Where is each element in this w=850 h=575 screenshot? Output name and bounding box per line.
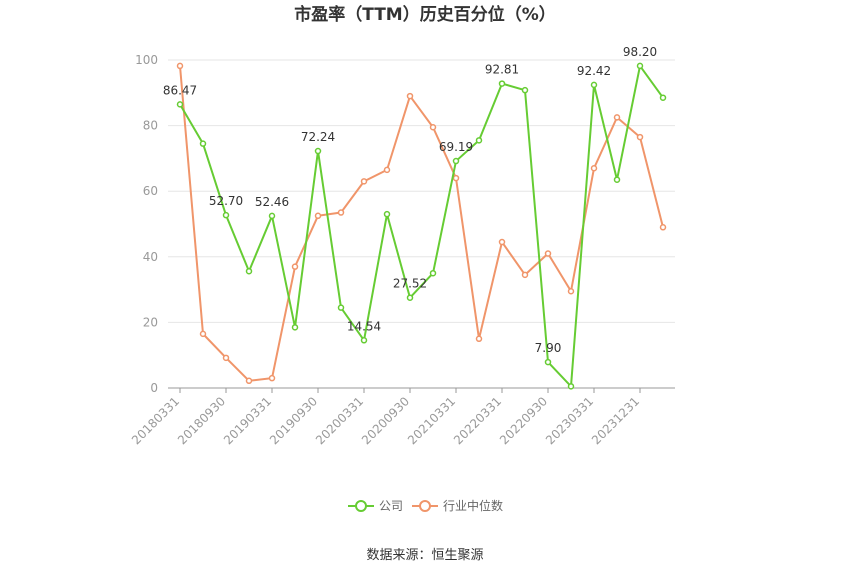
data-point — [521, 271, 529, 279]
data-point — [659, 224, 667, 231]
y-tick-label: 20 — [143, 315, 158, 329]
data-label: 7.90 — [535, 341, 562, 355]
data-point — [452, 174, 460, 182]
data-point — [268, 212, 276, 220]
data-point — [659, 94, 667, 101]
y-tick-label: 100 — [135, 53, 158, 67]
legend: 公司 行业中位数 — [348, 498, 503, 513]
y-tick-label: 60 — [143, 184, 158, 198]
data-point — [176, 62, 184, 70]
data-label: 72.24 — [301, 130, 335, 144]
x-tick-label: 20220331 — [451, 394, 504, 447]
y-tick-label: 40 — [143, 250, 158, 264]
x-tick-label: 20180930 — [175, 394, 228, 447]
data-point — [429, 269, 437, 277]
data-point — [613, 176, 621, 183]
data-point — [314, 212, 322, 220]
data-point — [429, 123, 437, 131]
x-tick-label: 20231231 — [589, 394, 642, 447]
data-label: 52.70 — [209, 194, 243, 208]
data-point — [544, 250, 552, 257]
data-point — [176, 101, 184, 108]
data-point — [291, 263, 299, 270]
x-tick-label: 20190331 — [221, 394, 274, 447]
legend-swatch-marker — [355, 500, 367, 512]
data-label: 86.47 — [163, 83, 197, 97]
data-point — [360, 337, 368, 344]
x-tick-label: 20180331 — [129, 394, 182, 447]
data-point — [567, 287, 575, 295]
source-note: 数据来源：恒生聚源 — [366, 548, 483, 563]
y-tick-label: 80 — [143, 119, 158, 133]
series-line — [179, 65, 664, 382]
x-tick-label: 20210331 — [405, 394, 458, 447]
data-label: 52.46 — [255, 195, 289, 209]
data-point — [245, 377, 253, 385]
data-point — [590, 81, 598, 89]
data-point — [498, 238, 506, 246]
x-axis: 2018033120180930201903312019093020200331… — [129, 387, 675, 447]
data-point — [222, 211, 230, 219]
data-label: 92.42 — [577, 64, 611, 78]
x-tick-label: 20200930 — [359, 394, 412, 447]
data-label: 27.52 — [393, 277, 427, 291]
data-point — [567, 383, 575, 390]
data-point — [406, 294, 414, 301]
legend-label: 公司 — [379, 499, 403, 513]
data-point — [452, 157, 460, 165]
y-axis: 0 20 40 60 80 100 — [135, 53, 158, 395]
data-point — [544, 358, 552, 366]
data-point — [337, 209, 345, 216]
data-point — [521, 86, 529, 94]
data-point — [291, 324, 299, 331]
data-point — [383, 166, 391, 174]
data-point — [222, 354, 230, 362]
data-label: 69.19 — [439, 140, 473, 154]
data-point — [475, 335, 483, 343]
chart-title: 市盈率（TTM）历史百分位（%） — [294, 4, 556, 25]
x-tick-label: 20200331 — [313, 394, 366, 447]
x-tick-label: 20220930 — [497, 394, 550, 447]
data-point — [590, 164, 598, 172]
data-point — [636, 62, 644, 70]
data-point — [199, 140, 207, 147]
legend-swatch-marker — [419, 500, 431, 512]
data-point — [199, 330, 207, 338]
data-point — [268, 374, 276, 382]
y-tick-label: 0 — [150, 381, 158, 395]
data-point — [314, 147, 322, 155]
data-point — [498, 80, 506, 87]
data-point — [383, 210, 391, 218]
data-point — [360, 178, 368, 185]
data-label: 92.81 — [485, 63, 519, 77]
x-tick-label: 20190930 — [267, 394, 320, 447]
series-line — [179, 64, 664, 388]
data-point — [245, 267, 253, 275]
series-layer — [176, 62, 667, 390]
data-point — [406, 92, 414, 100]
x-tick-label: 20230331 — [543, 394, 596, 447]
legend-label: 行业中位数 — [443, 498, 503, 513]
data-point — [337, 304, 345, 311]
data-label: 14.54 — [347, 319, 381, 333]
data-point — [636, 133, 644, 141]
data-labels: 86.47 52.70 52.46 72.24 14.54 27.52 69.19 92.81… — [163, 45, 657, 355]
data-point — [475, 137, 483, 144]
data-point — [613, 114, 621, 121]
data-label: 98.20 — [623, 45, 657, 59]
